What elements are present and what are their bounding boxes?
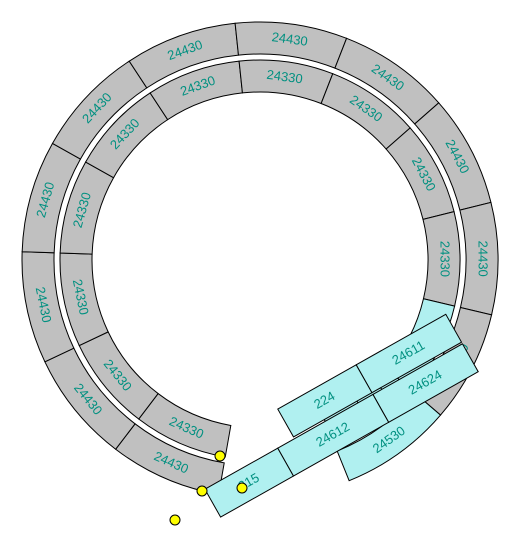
endpoint-dot [170, 515, 180, 525]
endpoint-dot [215, 451, 225, 461]
endpoint-dot [237, 483, 247, 493]
outer-ring-label: 24430 [475, 241, 490, 277]
inner-ring-label: 24330 [437, 241, 452, 277]
endpoint-dot [197, 486, 207, 496]
